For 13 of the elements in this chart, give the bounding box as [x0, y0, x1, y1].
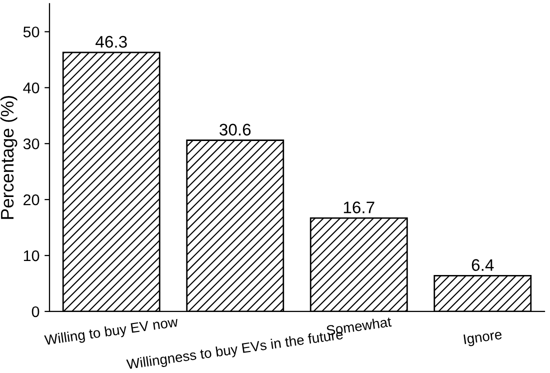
- x-tick-label: Willing to buy EV now: [44, 316, 179, 348]
- data-label: 46.3: [96, 36, 127, 48]
- y-tick-label: 20: [24, 194, 40, 206]
- y-axis-title: Percentage (%): [0, 96, 18, 219]
- y-tick-label: 10: [24, 250, 40, 262]
- data-label: 6.4: [472, 259, 494, 271]
- data-label: 30.6: [220, 124, 251, 136]
- y-tick-label: 40: [23, 82, 40, 94]
- y-tick-label: 0: [32, 306, 40, 318]
- y-tick-label: 30: [23, 138, 40, 150]
- data-label: 16.7: [344, 202, 374, 214]
- y-tick-label: 50: [23, 26, 40, 38]
- x-tick-label: Ignore: [464, 329, 502, 347]
